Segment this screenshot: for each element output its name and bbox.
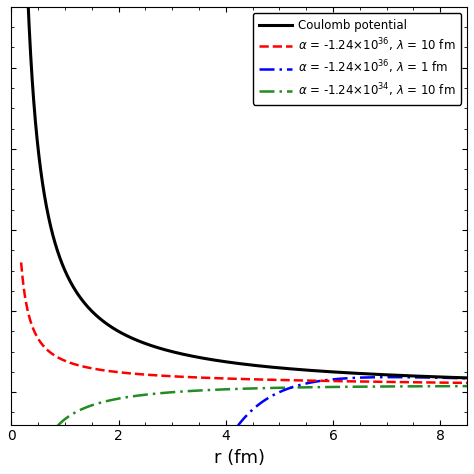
Line: $\alpha$ = -1.24$\times$10$^{36}$, $\lambda$ = 10 fm: $\alpha$ = -1.24$\times$10$^{36}$, $\lam… — [21, 263, 467, 383]
$\alpha$ = -1.24$\times$10$^{36}$, $\lambda$ = 10 fm — [387, 379, 392, 385]
Coulomb potential — [387, 372, 392, 378]
$\alpha$ = -1.24$\times$10$^{36}$, $\lambda$ = 1 fm — [464, 375, 470, 381]
Coulomb potential — [312, 368, 318, 374]
$\alpha$ = -1.24$\times$10$^{36}$, $\lambda$ = 10 fm — [464, 380, 470, 386]
Line: $\alpha$ = -1.24$\times$10$^{36}$, $\lambda$ = 1 fm: $\alpha$ = -1.24$\times$10$^{36}$, $\lam… — [21, 377, 467, 474]
$\alpha$ = -1.24$\times$10$^{36}$, $\lambda$ = 10 fm — [292, 377, 297, 383]
$\alpha$ = -1.24$\times$10$^{34}$, $\lambda$ = 10 fm — [346, 384, 352, 390]
$\alpha$ = -1.24$\times$10$^{36}$, $\lambda$ = 10 fm — [28, 320, 34, 326]
$\alpha$ = -1.24$\times$10$^{36}$, $\lambda$ = 1 fm — [346, 375, 352, 381]
Coulomb potential — [322, 368, 328, 374]
$\alpha$ = -1.24$\times$10$^{36}$, $\lambda$ = 1 fm — [387, 374, 392, 380]
$\alpha$ = -1.24$\times$10$^{34}$, $\lambda$ = 10 fm — [387, 383, 392, 389]
$\alpha$ = -1.24$\times$10$^{34}$, $\lambda$ = 10 fm — [312, 384, 318, 390]
$\alpha$ = -1.24$\times$10$^{34}$, $\lambda$ = 10 fm — [464, 383, 470, 389]
Coulomb potential — [346, 370, 352, 376]
X-axis label: r (fm): r (fm) — [214, 449, 264, 467]
$\alpha$ = -1.24$\times$10$^{36}$, $\lambda$ = 1 fm — [322, 377, 328, 383]
Line: Coulomb potential: Coulomb potential — [21, 0, 467, 378]
$\alpha$ = -1.24$\times$10$^{36}$, $\lambda$ = 10 fm — [322, 378, 328, 384]
Coulomb potential — [292, 366, 297, 372]
Legend: Coulomb potential, $\alpha$ = -1.24$\times$10$^{36}$, $\lambda$ = 10 fm, $\alpha: Coulomb potential, $\alpha$ = -1.24$\tim… — [253, 13, 461, 105]
$\alpha$ = -1.24$\times$10$^{34}$, $\lambda$ = 10 fm — [292, 385, 297, 391]
$\alpha$ = -1.24$\times$10$^{36}$, $\lambda$ = 10 fm — [312, 378, 318, 383]
Line: $\alpha$ = -1.24$\times$10$^{34}$, $\lambda$ = 10 fm: $\alpha$ = -1.24$\times$10$^{34}$, $\lam… — [21, 386, 467, 474]
$\alpha$ = -1.24$\times$10$^{36}$, $\lambda$ = 10 fm — [18, 260, 24, 265]
$\alpha$ = -1.24$\times$10$^{36}$, $\lambda$ = 1 fm — [389, 374, 394, 380]
Coulomb potential — [28, 60, 34, 66]
Coulomb potential — [464, 375, 470, 381]
$\alpha$ = -1.24$\times$10$^{34}$, $\lambda$ = 10 fm — [322, 384, 328, 390]
$\alpha$ = -1.24$\times$10$^{36}$, $\lambda$ = 1 fm — [312, 379, 318, 384]
$\alpha$ = -1.24$\times$10$^{36}$, $\lambda$ = 1 fm — [292, 384, 297, 390]
$\alpha$ = -1.24$\times$10$^{36}$, $\lambda$ = 10 fm — [346, 378, 352, 384]
